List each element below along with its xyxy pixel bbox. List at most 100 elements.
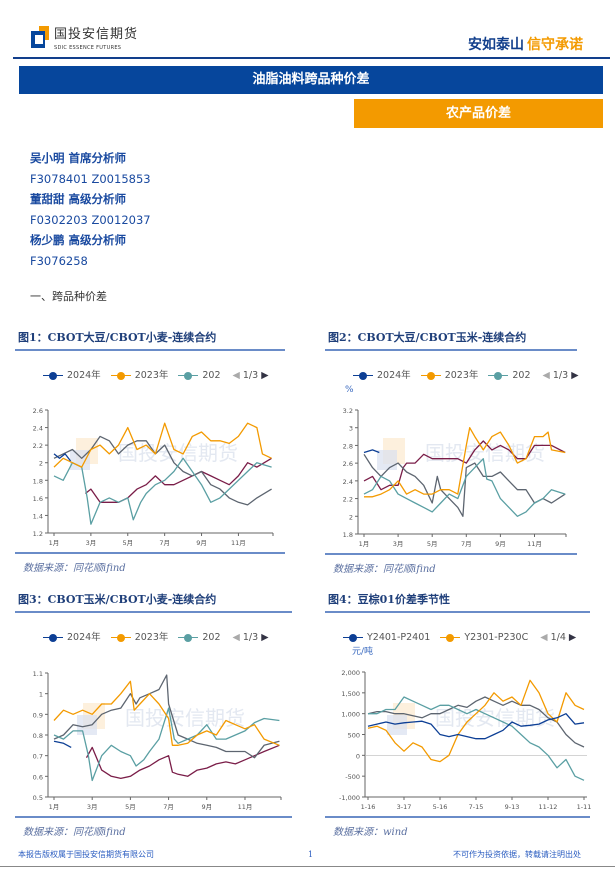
y-tick-label: 2.6 [33,407,43,415]
legend-item[interactable]: 2023年 [110,632,168,643]
legend-marker-icon [43,633,63,642]
chart-bottom-divider [15,816,292,818]
watermark-logo [383,438,405,464]
y-tick-label: 500 [348,732,360,740]
legend-marker-icon [420,371,441,380]
chart-title: 图3：CBOT玉米/CBOT小麦-连续合约 [18,593,217,606]
legend-prev-icon[interactable]: ◀ [232,632,240,643]
chart-title-divider [15,349,285,351]
y-tick-label: 1.4 [33,512,43,520]
legend-item[interactable]: 2024年 [43,370,101,381]
legend-item[interactable]: 2024年 [353,370,411,381]
chart-source: 数据来源：同花顺ifind [333,564,436,575]
legend-item[interactable]: 2023年 [110,370,169,381]
analyst-license: F0302203 Z0012037 [30,213,151,227]
legend-label: 202 [202,370,221,381]
legend-label: Y2401-P2401 [367,632,431,643]
y-tick-label: 1.1 [33,670,43,678]
x-tick-label: 1月 [359,540,370,548]
legend-label: 202 [512,370,531,381]
footer-divider [0,866,615,867]
analyst-name: 吴小明 首席分析师 [30,151,127,165]
legend-item[interactable]: 2024年 [43,632,101,643]
watermark-logo [77,715,97,735]
x-tick-label: 11月 [527,540,542,548]
chart-title-divider [325,349,577,351]
legend-item[interactable]: 2023年 [420,370,479,381]
series-line [84,457,272,503]
y-tick-label: 2,000 [341,669,360,677]
series-line [367,696,585,748]
watermark: 国投安信期货 [435,706,555,730]
legend-item[interactable]: Y2401-P2401 [343,632,430,643]
logo-subtext: SDIC ESSENCE FUTURES [54,45,122,51]
x-tick-label: 5-16 [433,803,448,811]
y-tick-label: 3.2 [343,407,353,415]
x-tick-label: 5月 [125,803,136,811]
legend-prev-icon[interactable]: ◀ [540,632,548,643]
chart-source: 数据来源：同花顺ifind [23,563,126,574]
x-tick-label: 7月 [163,803,174,811]
legend-next-icon[interactable]: ▶ [261,370,269,381]
chart-bottom-divider [325,553,577,555]
chart-source: 数据来源：同花顺ifind [23,827,126,838]
y-tick-label: 1,500 [341,690,360,698]
watermark: 国投安信期货 [425,441,545,465]
legend-item[interactable]: Y2301-P230C [440,632,528,643]
legend-marker-icon [110,371,131,380]
legend-prev-icon[interactable]: ◀ [542,370,550,381]
series-line [363,458,566,517]
y-tick-label: 2.4 [33,425,43,433]
legend-page: 1/3 [242,632,259,643]
watermark-logo [393,703,415,729]
series-line [368,696,585,781]
analyst-license: F3078401 Z0015853 [30,172,151,186]
legend-next-icon[interactable]: ▶ [571,370,579,381]
y-tick-label: 1.2 [33,530,43,538]
chart-title: 图4：豆棕01价差季节性 [328,593,450,606]
series-line [53,707,280,782]
y-tick-label: 0.5 [33,794,43,802]
y-tick-label: 1.8 [343,531,353,539]
legend-marker-icon [353,371,373,380]
analyst-name: 董甜甜 高级分析师 [30,192,127,206]
legend-item[interactable]: 202 [488,370,531,381]
chart-bottom-divider [325,816,590,818]
series-line [53,680,280,746]
section-heading: 一、跨品种价差 [30,290,107,303]
legend-prev-icon[interactable]: ◀ [232,370,240,381]
y-tick-label: 0.7 [33,753,43,761]
legend-next-icon[interactable]: ▶ [568,632,577,643]
legend-label: 2024年 [67,370,101,381]
x-tick-label: 7-15 [469,803,484,811]
legend-item[interactable]: 202 [178,632,221,643]
x-tick-label: 3月 [393,540,404,548]
legend-marker-icon [343,633,363,642]
watermark-logo [387,715,407,735]
y-tick-label: 0.9 [33,711,43,719]
x-tick-label: 1月 [49,803,60,811]
x-tick-label: 11-12 [539,803,558,811]
legend-next-icon[interactable]: ▶ [261,632,269,643]
legend-label: 2024年 [67,632,101,643]
analyst-name: 杨少鹏 高级分析师 [30,233,127,247]
footer-disclaimer: 不可作为投资依据，转载请注明出处 [453,850,581,859]
legend-label: 2023年 [134,370,169,381]
y-tick-label: 1 [39,691,43,699]
y-tick-label: 2.4 [343,478,353,486]
chart-legend: 2024年 2023年 202 ◀ 1/3 ▶ [43,632,269,643]
y-tick-label: 1.8 [33,477,43,485]
legend-label: 202 [202,632,221,643]
logo-text: 国投安信期货 [54,27,139,42]
x-tick-label: 3月 [87,803,98,811]
legend-item[interactable]: 202 [178,370,221,381]
legend-label: Y2301-P230C [464,632,529,643]
category-tag: 农产品价差 [354,99,603,128]
chart-title: 图1：CBOT大豆/CBOT小麦-连续合约 [18,331,217,344]
series-line [53,435,272,506]
legend-label: 2023年 [444,370,479,381]
series-line [364,427,566,498]
series-line [53,740,72,748]
watermark-logo [377,450,397,470]
